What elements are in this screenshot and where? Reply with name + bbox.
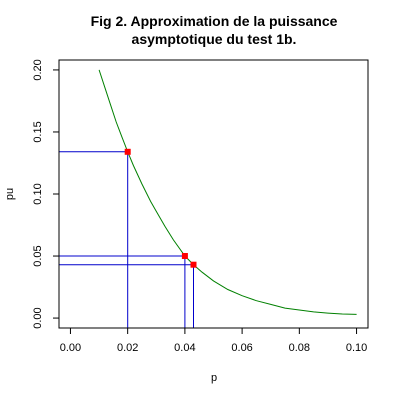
- y-tick-label-2: 0.10: [32, 183, 44, 204]
- y-tick-label-3: 0.15: [32, 121, 44, 142]
- series-curve: [98, 69, 357, 315]
- data-point-2: [190, 261, 197, 268]
- data-point-1: [181, 253, 188, 259]
- chart-title-line-1: Fig 2. Approximation de la puissance: [91, 13, 338, 29]
- x-tick-label-2: 0.04: [174, 342, 195, 354]
- y-axis-label: pu: [4, 188, 16, 200]
- y-tick-label-4: 0.20: [32, 59, 44, 80]
- y-tick-label-1: 0.05: [32, 245, 44, 266]
- data-point-0: [124, 148, 131, 155]
- x-axis-label: p: [211, 372, 217, 384]
- chart-title-line-2: asymptotique du test 1b.: [132, 31, 297, 47]
- plot-layer: [59, 69, 357, 328]
- x-tick-label-5: 0.10: [346, 342, 367, 354]
- y-tick-label-0: 0.00: [32, 307, 44, 328]
- x-tick-label-3: 0.06: [231, 342, 252, 354]
- x-tick-label-1: 0.02: [117, 342, 138, 354]
- axis-layer: 0.00 0.02 0.04 0.06 0.08 0.10 0.00 0.05 0.10 0.15…: [32, 59, 367, 354]
- x-tick-label-4: 0.08: [289, 342, 310, 354]
- x-tick-label-0: 0.00: [60, 342, 81, 354]
